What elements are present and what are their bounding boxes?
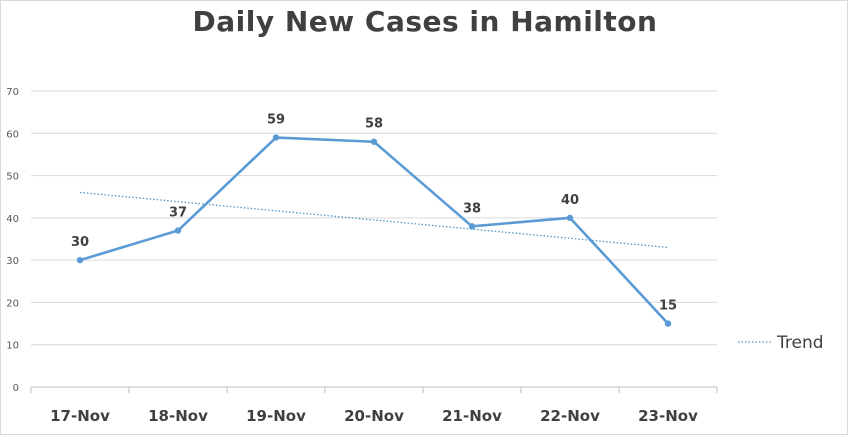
x-tick-label: 19-Nov — [246, 407, 306, 425]
y-tick-label: 0 — [13, 383, 19, 394]
y-tick-label: 20 — [6, 298, 19, 309]
x-tick-label: 23-Nov — [638, 407, 698, 425]
data-label: 15 — [659, 299, 677, 314]
x-tick-label: 20-Nov — [344, 407, 404, 425]
data-label: 37 — [169, 206, 187, 221]
y-tick-label: 60 — [6, 129, 19, 140]
y-tick-label: 70 — [6, 87, 19, 98]
legend-trend-label: Trend — [776, 333, 824, 353]
x-tick-label: 18-Nov — [148, 407, 208, 425]
data-point — [468, 223, 476, 230]
x-tick-label: 17-Nov — [50, 407, 110, 425]
data-point — [76, 256, 84, 264]
data-label: 58 — [365, 117, 383, 132]
trendline — [79, 191, 669, 249]
data-point — [566, 214, 574, 222]
y-tick-label: 10 — [6, 341, 19, 352]
y-tick-label: 30 — [6, 256, 19, 267]
data-point — [272, 134, 280, 141]
data-point — [370, 138, 378, 145]
data-label: 30 — [71, 235, 89, 250]
y-tick-label: 40 — [6, 214, 19, 225]
chart-title: Daily New Cases in Hamilton — [192, 5, 658, 38]
data-label: 40 — [561, 193, 579, 208]
x-tick-label: 22-Nov — [540, 407, 600, 425]
data-label: 59 — [267, 113, 285, 128]
y-tick-label: 50 — [6, 172, 19, 183]
series-line — [79, 136, 669, 325]
data-label: 38 — [463, 201, 481, 216]
x-tick-label: 21-Nov — [442, 407, 502, 425]
data-point — [664, 320, 672, 327]
data-point — [174, 227, 182, 234]
